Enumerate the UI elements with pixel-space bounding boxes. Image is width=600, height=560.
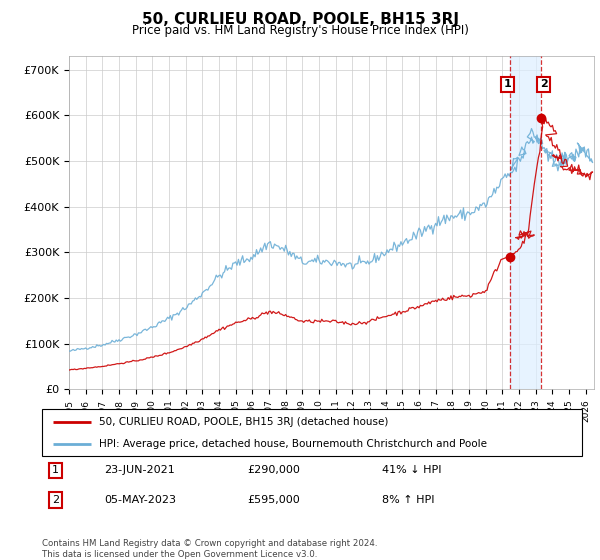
Bar xyxy=(541,56,594,389)
Text: Price paid vs. HM Land Registry's House Price Index (HPI): Price paid vs. HM Land Registry's House … xyxy=(131,24,469,36)
Text: 50, CURLIEU ROAD, POOLE, BH15 3RJ (detached house): 50, CURLIEU ROAD, POOLE, BH15 3RJ (detac… xyxy=(98,417,388,427)
Text: 8% ↑ HPI: 8% ↑ HPI xyxy=(382,495,434,505)
Text: 05-MAY-2023: 05-MAY-2023 xyxy=(104,495,176,505)
Text: HPI: Average price, detached house, Bournemouth Christchurch and Poole: HPI: Average price, detached house, Bour… xyxy=(98,438,487,449)
Text: 2: 2 xyxy=(540,80,548,90)
Text: Contains HM Land Registry data © Crown copyright and database right 2024.
This d: Contains HM Land Registry data © Crown c… xyxy=(42,539,377,559)
FancyBboxPatch shape xyxy=(42,409,582,456)
Text: 23-JUN-2021: 23-JUN-2021 xyxy=(104,465,175,475)
Text: 50, CURLIEU ROAD, POOLE, BH15 3RJ: 50, CURLIEU ROAD, POOLE, BH15 3RJ xyxy=(142,12,458,27)
Bar xyxy=(510,56,541,389)
Text: 41% ↓ HPI: 41% ↓ HPI xyxy=(382,465,442,475)
Text: £290,000: £290,000 xyxy=(247,465,300,475)
Text: 1: 1 xyxy=(52,465,59,475)
Text: 1: 1 xyxy=(504,80,512,90)
Text: 2: 2 xyxy=(52,495,59,505)
Text: £595,000: £595,000 xyxy=(247,495,300,505)
